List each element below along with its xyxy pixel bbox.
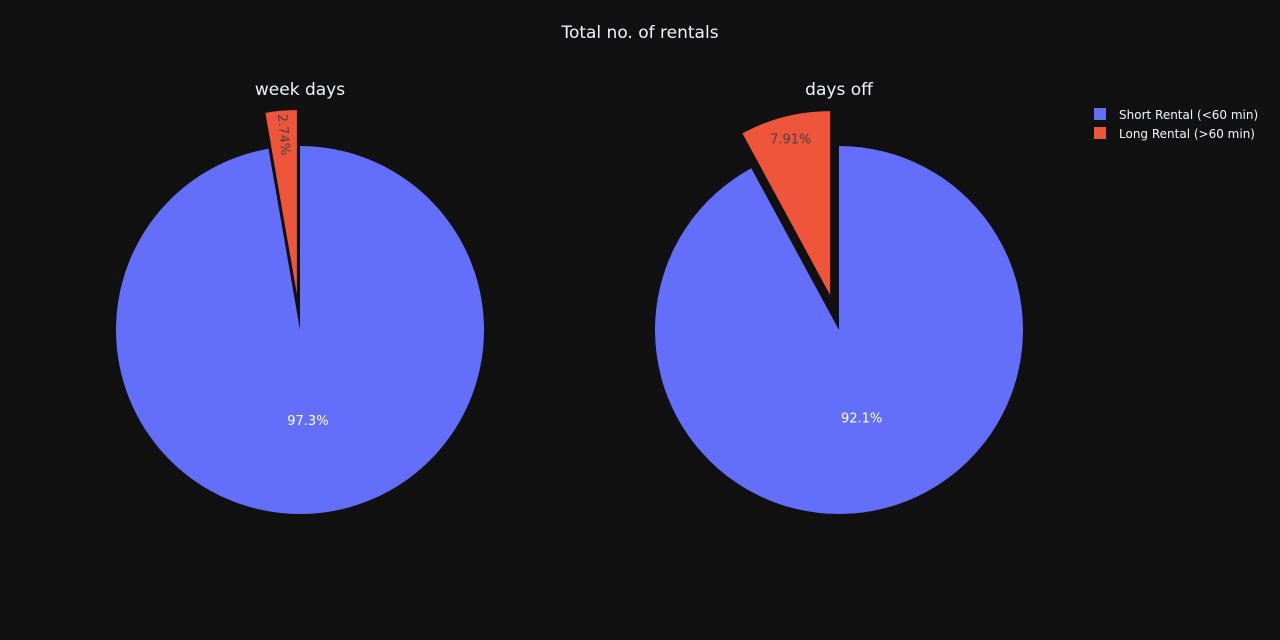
- legend-swatch-short-rental: [1094, 108, 1106, 120]
- legend-swatch-long-rental: [1094, 127, 1106, 139]
- chart-title: Total no. of rentals: [560, 23, 718, 43]
- pie-slice-short-rental[interactable]: [116, 146, 485, 514]
- legend-label-short-rental: Short Rental (<60 min): [1119, 108, 1258, 122]
- legend-label-long-rental: Long Rental (>60 min): [1119, 127, 1255, 141]
- pie-slice-long-rental[interactable]: [742, 111, 831, 296]
- legend-item-long-rental[interactable]: Long Rental (>60 min): [1094, 127, 1255, 141]
- slice-label-long-rental: 7.91%: [770, 132, 811, 147]
- slice-label-long-rental: 2.74%: [274, 113, 292, 155]
- pie-title-days-off: days off: [805, 80, 874, 100]
- slice-label-short-rental: 97.3%: [287, 414, 328, 429]
- chart-legend[interactable]: Short Rental (<60 min) Long Rental (>60 …: [1094, 108, 1258, 141]
- pie-week-days: week days 2.74% 97.3%: [116, 80, 485, 514]
- pie-days-off: days off 7.91% 92.1%: [654, 80, 1023, 514]
- pie-title-week-days: week days: [255, 80, 345, 100]
- slice-label-short-rental: 92.1%: [841, 412, 882, 427]
- pie-slice-long-rental[interactable]: [265, 110, 297, 295]
- legend-item-short-rental[interactable]: Short Rental (<60 min): [1094, 108, 1258, 122]
- pie-slice-short-rental[interactable]: [654, 146, 1023, 514]
